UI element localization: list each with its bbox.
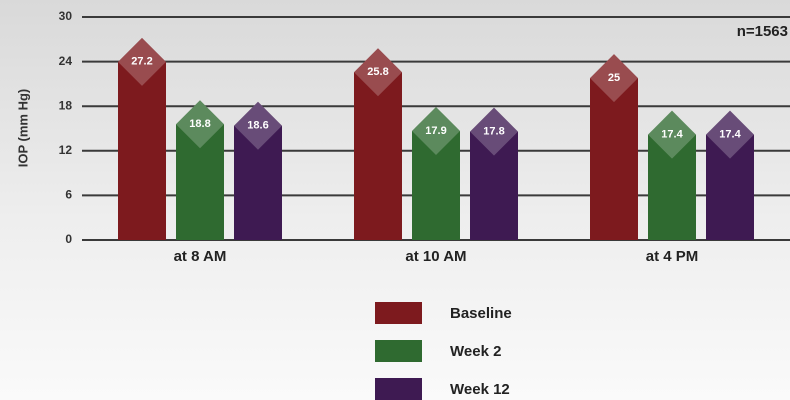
value-badge-shine — [470, 107, 518, 156]
annotation: n=1563 — [737, 23, 788, 40]
value-badge-shine — [176, 100, 224, 149]
y-tick-label: 24 — [59, 54, 73, 68]
legend-swatch — [375, 340, 422, 362]
x-tick-label: at 4 PM — [646, 248, 699, 265]
value-label: 17.8 — [483, 126, 504, 138]
value-label: 18.6 — [247, 120, 268, 132]
value-badge-shine — [118, 37, 166, 86]
y-tick-label: 0 — [65, 232, 72, 246]
value-label: 17.9 — [425, 125, 446, 137]
value-label: 25.8 — [367, 66, 388, 78]
legend-swatch — [375, 378, 422, 400]
y-tick-label: 6 — [65, 188, 72, 202]
value-badge — [648, 110, 696, 159]
legend-label: Week 12 — [450, 381, 510, 398]
value-badge-shine — [234, 101, 282, 150]
value-label: 18.8 — [189, 118, 210, 130]
legend-label: Baseline — [450, 305, 512, 322]
value-badge-shine — [648, 110, 696, 159]
value-badge — [470, 107, 518, 156]
value-badge — [118, 37, 166, 86]
bar — [590, 78, 638, 241]
value-label: 17.4 — [719, 129, 741, 141]
value-badge-shine — [412, 106, 460, 155]
value-badge-shine — [590, 54, 638, 103]
value-badge — [706, 110, 754, 159]
legend-swatch — [375, 302, 422, 324]
value-badge — [590, 54, 638, 103]
value-label: 17.4 — [661, 129, 683, 141]
value-badge-shine — [354, 48, 402, 97]
value-badge — [412, 106, 460, 155]
bar — [354, 72, 402, 240]
y-tick-label: 12 — [59, 143, 73, 157]
value-badge — [176, 100, 224, 149]
x-tick-label: at 10 AM — [405, 248, 466, 265]
value-badge — [354, 48, 402, 97]
x-tick-label: at 8 AM — [174, 248, 227, 265]
y-tick-label: 18 — [59, 98, 73, 112]
y-axis-label: IOP (mm Hg) — [15, 89, 30, 168]
legend-label: Week 2 — [450, 343, 501, 360]
bar — [118, 61, 166, 241]
value-badge-shine — [706, 110, 754, 159]
value-badge — [234, 101, 282, 150]
value-label: 25 — [608, 72, 620, 84]
value-label: 27.2 — [131, 56, 152, 68]
y-tick-label: 30 — [59, 9, 73, 23]
